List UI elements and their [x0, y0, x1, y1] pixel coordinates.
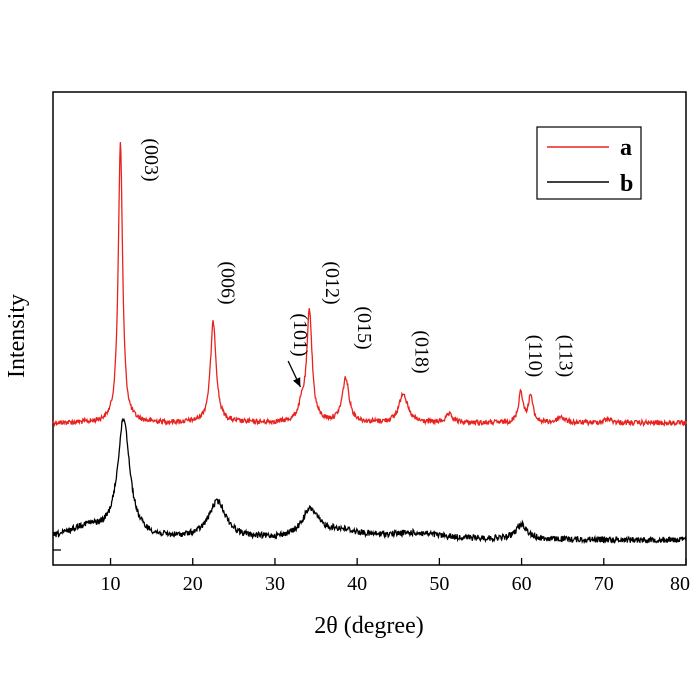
- peak-label-4: (015): [353, 306, 375, 349]
- peak-label-1: (006): [217, 261, 239, 304]
- legend-label-b: b: [620, 171, 633, 197]
- legend-box: [536, 126, 642, 200]
- peak-label-0: (003): [140, 138, 162, 181]
- x-tick-label-60: 60: [512, 573, 532, 595]
- x-tick-label-80: 80: [670, 573, 690, 595]
- peak-label-7: (113): [554, 335, 576, 378]
- arrow-101-head: [293, 377, 301, 387]
- x-tick-label-50: 50: [429, 573, 449, 595]
- series-layer: [52, 142, 687, 545]
- legend-label-a: a: [620, 135, 632, 161]
- x-tick-label-10: 10: [101, 573, 121, 595]
- peak-label-5: (018): [411, 330, 433, 373]
- series-line-b: [52, 417, 687, 545]
- x-axis-ticks: 10 20 30 40 50 60 70 80: [53, 549, 690, 595]
- x-tick-label-30: 30: [265, 573, 285, 595]
- peak-label-3: (012): [321, 261, 343, 304]
- y-axis-title: Intensity: [4, 294, 30, 378]
- peak-label-6: (110): [524, 335, 546, 378]
- x-tick-label-20: 20: [183, 573, 203, 595]
- series-line-a: [52, 142, 687, 428]
- x-tick-label-70: 70: [594, 573, 614, 595]
- x-tick-label-40: 40: [347, 573, 367, 595]
- legend: a b: [536, 126, 642, 200]
- plot-frame: [52, 91, 687, 566]
- peak-annotations: (003) (006) (101) (012) (015) (018) (110) (113): [140, 138, 576, 388]
- x-axis-title: 2θ (degree): [314, 613, 423, 639]
- peak-label-2: (101): [289, 313, 311, 356]
